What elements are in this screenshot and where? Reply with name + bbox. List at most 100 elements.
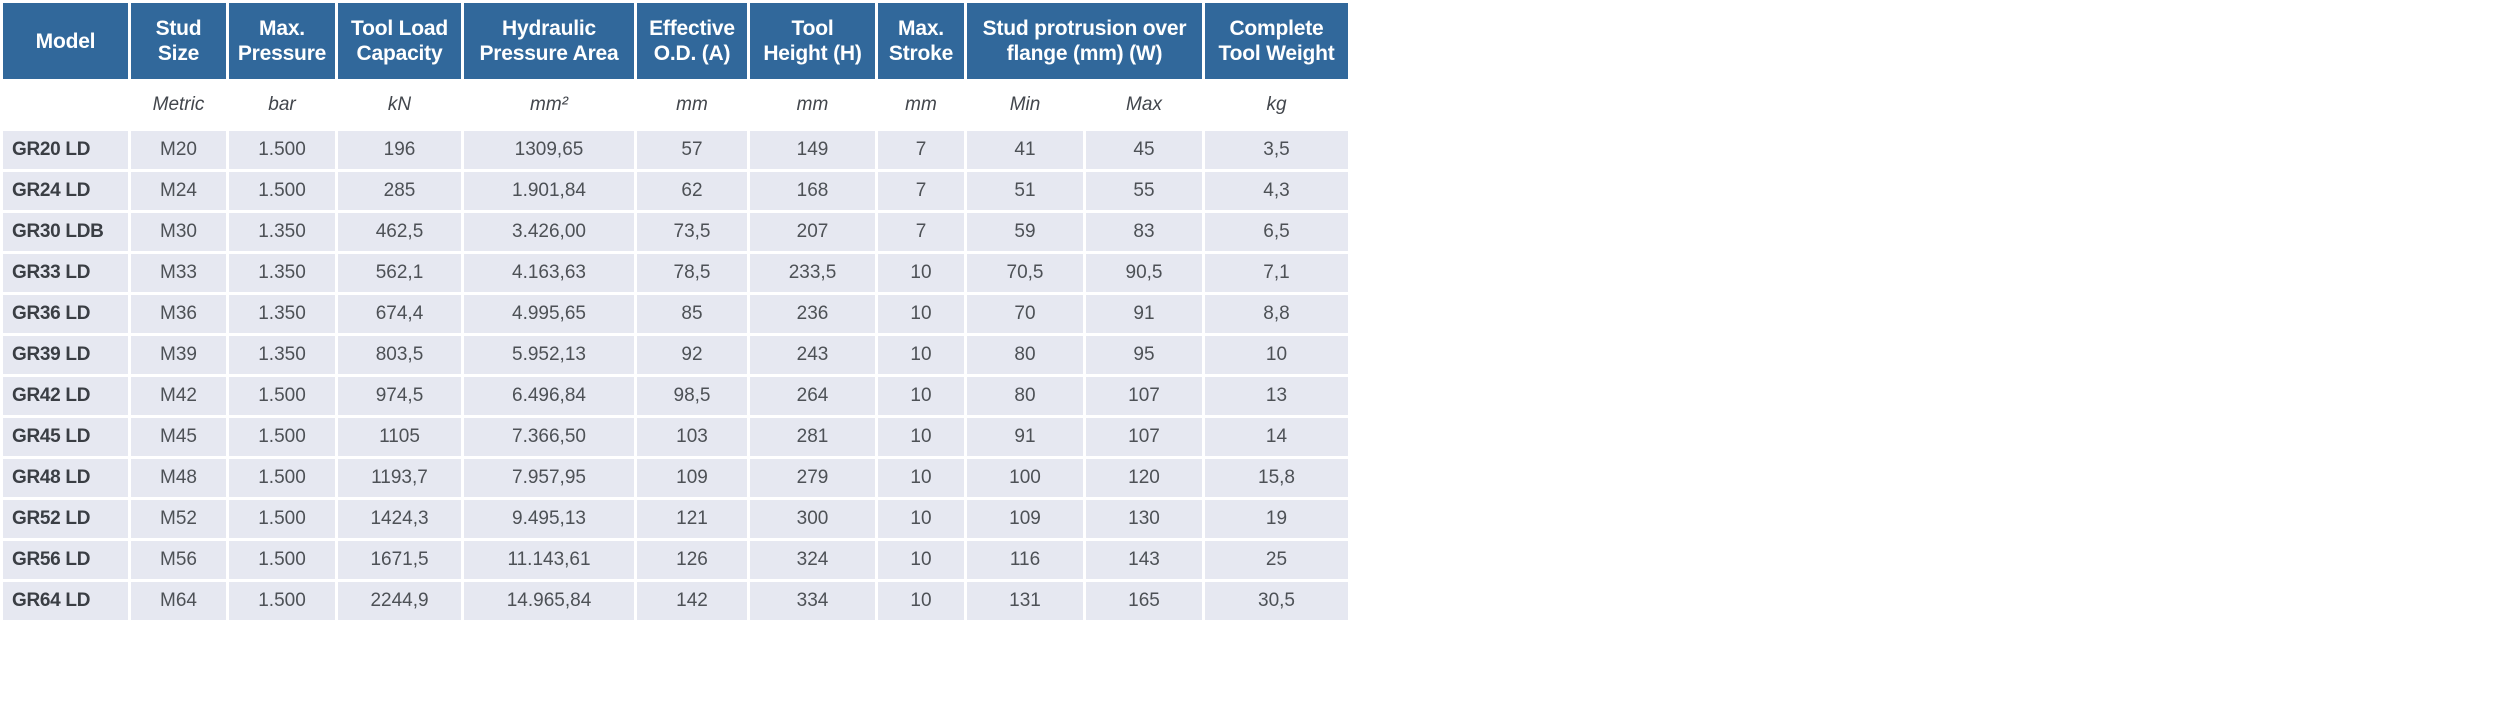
data-cell: 14	[1205, 418, 1348, 456]
model-cell: GR56 LD	[3, 541, 128, 579]
data-cell: 85	[637, 295, 747, 333]
data-cell: 149	[750, 131, 875, 169]
data-cell: 107	[1086, 418, 1202, 456]
data-cell: M24	[131, 172, 226, 210]
data-cell: 4.995,65	[464, 295, 634, 333]
unit-cell-model	[3, 82, 128, 128]
table-row: GR33 LD M33 1.350 562,1 4.163,63 78,5 233,5 10 7…	[3, 254, 1348, 292]
data-cell: 45	[1086, 131, 1202, 169]
data-cell: 1.350	[229, 213, 335, 251]
column-header-model: Model	[3, 3, 128, 79]
table-row: GR52 LD M52 1.500 1424,3 9.495,13 121 300 10 109…	[3, 500, 1348, 538]
data-cell: 1.500	[229, 541, 335, 579]
data-cell: 674,4	[338, 295, 461, 333]
data-cell: 91	[1086, 295, 1202, 333]
data-cell: 143	[1086, 541, 1202, 579]
data-cell: 103	[637, 418, 747, 456]
table-row: GR45 LD M45 1.500 1105 7.366,50 103 281 10 91 107…	[3, 418, 1348, 456]
data-cell: M20	[131, 131, 226, 169]
data-cell: 4.163,63	[464, 254, 634, 292]
table-row: GR48 LD M48 1.500 1193,7 7.957,95 109 279 10 100…	[3, 459, 1348, 497]
data-cell: 5.952,13	[464, 336, 634, 374]
header-row: Model Stud Size Max. Pressure Tool Load …	[3, 3, 1348, 79]
table-row: GR64 LD M64 1.500 2244,9 14.965,84 142 334 10 13…	[3, 582, 1348, 620]
data-cell: 126	[637, 541, 747, 579]
data-cell: 121	[637, 500, 747, 538]
data-cell: 109	[637, 459, 747, 497]
data-cell: 109	[967, 500, 1083, 538]
data-cell: 120	[1086, 459, 1202, 497]
data-cell: 1105	[338, 418, 461, 456]
data-cell: 264	[750, 377, 875, 415]
data-cell: 80	[967, 336, 1083, 374]
data-cell: 6.496,84	[464, 377, 634, 415]
data-cell: 4,3	[1205, 172, 1348, 210]
unit-cell-od: mm	[637, 82, 747, 128]
unit-cell-stroke: mm	[878, 82, 964, 128]
model-cell: GR30 LDB	[3, 213, 128, 251]
data-cell: 300	[750, 500, 875, 538]
data-cell: 233,5	[750, 254, 875, 292]
table-row: GR30 LDB M30 1.350 462,5 3.426,00 73,5 207 7 59 8…	[3, 213, 1348, 251]
table-row: GR36 LD M36 1.350 674,4 4.995,65 85 236 10 70 91 8…	[3, 295, 1348, 333]
data-cell: 62	[637, 172, 747, 210]
table-row: GR24 LD M24 1.500 285 1.901,84 62 168 7 51 55 4,3	[3, 172, 1348, 210]
data-cell: 73,5	[637, 213, 747, 251]
data-cell: M36	[131, 295, 226, 333]
data-cell: 7,1	[1205, 254, 1348, 292]
model-cell: GR39 LD	[3, 336, 128, 374]
data-cell: 7.957,95	[464, 459, 634, 497]
data-cell: 285	[338, 172, 461, 210]
data-cell: 207	[750, 213, 875, 251]
table-body: GR20 LD M20 1.500 196 1309,65 57 149 7 41 45 3,5 GR…	[3, 131, 1348, 620]
data-cell: 562,1	[338, 254, 461, 292]
data-cell: 30,5	[1205, 582, 1348, 620]
data-cell: 10	[878, 541, 964, 579]
data-cell: 3,5	[1205, 131, 1348, 169]
column-header-complete-tool-weight: Complete Tool Weight	[1205, 3, 1348, 79]
data-cell: M33	[131, 254, 226, 292]
data-cell: 10	[878, 418, 964, 456]
data-cell: 1.500	[229, 459, 335, 497]
data-cell: 14.965,84	[464, 582, 634, 620]
data-cell: 51	[967, 172, 1083, 210]
data-cell: 10	[878, 459, 964, 497]
data-cell: 9.495,13	[464, 500, 634, 538]
table-row: GR42 LD M42 1.500 974,5 6.496,84 98,5 264 10 80 1…	[3, 377, 1348, 415]
data-cell: 15,8	[1205, 459, 1348, 497]
data-cell: 10	[1205, 336, 1348, 374]
model-cell: GR64 LD	[3, 582, 128, 620]
data-cell: 1309,65	[464, 131, 634, 169]
data-cell: M45	[131, 418, 226, 456]
data-cell: 974,5	[338, 377, 461, 415]
data-cell: 243	[750, 336, 875, 374]
data-cell: M42	[131, 377, 226, 415]
column-header-max-stroke: Max. Stroke	[878, 3, 964, 79]
data-cell: 10	[878, 582, 964, 620]
data-cell: 90,5	[1086, 254, 1202, 292]
data-cell: 19	[1205, 500, 1348, 538]
data-cell: 70	[967, 295, 1083, 333]
data-cell: 7	[878, 131, 964, 169]
data-cell: 100	[967, 459, 1083, 497]
data-cell: 59	[967, 213, 1083, 251]
data-cell: 78,5	[637, 254, 747, 292]
column-header-hydraulic-pressure-area: Hydraulic Pressure Area	[464, 3, 634, 79]
unit-cell-height: mm	[750, 82, 875, 128]
data-cell: 6,5	[1205, 213, 1348, 251]
data-cell: M52	[131, 500, 226, 538]
data-cell: 57	[637, 131, 747, 169]
data-cell: 1193,7	[338, 459, 461, 497]
column-header-tool-height: Tool Height (H)	[750, 3, 875, 79]
data-cell: 10	[878, 377, 964, 415]
model-cell: GR45 LD	[3, 418, 128, 456]
data-cell: M64	[131, 582, 226, 620]
data-cell: 95	[1086, 336, 1202, 374]
table-row: GR39 LD M39 1.350 803,5 5.952,13 92 243 10 80 95 1…	[3, 336, 1348, 374]
data-cell: 279	[750, 459, 875, 497]
data-cell: 10	[878, 500, 964, 538]
units-row: Metric bar kN mm² mm mm mm Min Max kg	[3, 82, 1348, 128]
data-cell: 7	[878, 213, 964, 251]
column-header-max-pressure: Max. Pressure	[229, 3, 335, 79]
unit-cell-weight: kg	[1205, 82, 1348, 128]
